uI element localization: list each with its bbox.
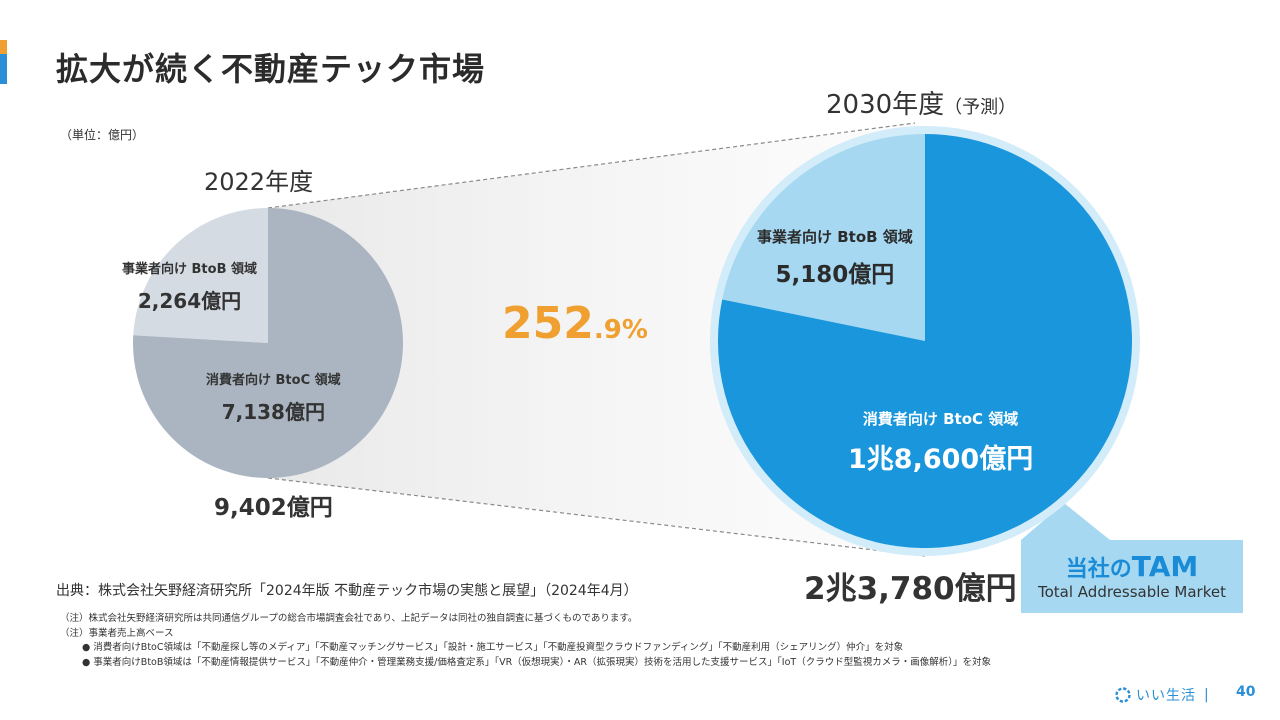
pie-2022-btob-label: 事業者向け BtoB 領域 2,264億円	[122, 258, 257, 314]
year-label-2022: 2022年度	[204, 168, 314, 196]
page-title: 拡大が続く不動産テック市場	[56, 50, 486, 88]
pie-2030-btob-label: 事業者向け BtoB 領域 5,180億円	[757, 226, 913, 289]
total-2022: 9,402億円	[214, 495, 333, 521]
pie-2030-btob-value: 5,180億円	[775, 262, 895, 288]
page-number: 40	[1236, 684, 1256, 700]
total-2030: 2兆3,780億円	[804, 571, 1017, 607]
pie-2022-slice-btob	[133, 208, 268, 343]
pie-2022-slice-btoc	[132, 208, 403, 479]
logo-ring-icon	[1115, 687, 1131, 703]
accent-bar-blue	[0, 54, 7, 84]
pie-2030-slice-btoc	[717, 134, 1132, 548]
footnote: （注）事業者売上高ベース	[60, 627, 174, 639]
company-logo: いい生活 |	[1114, 684, 1209, 706]
source-citation: 出典：株式会社矢野経済研究所「2024年版 不動産テック市場の実態と展望」（20…	[56, 583, 638, 599]
pie-2030-btob-name: 事業者向け BtoB 領域	[757, 228, 913, 246]
footer-separator: |	[1204, 687, 1209, 703]
forecast-note: （予測）	[944, 97, 1017, 118]
growth-rate: 252.9%	[502, 298, 648, 349]
pie-2030	[717, 134, 1132, 548]
accent-bar-orange	[0, 40, 7, 54]
growth-rate-decimal: .9%	[593, 315, 648, 345]
footnote: （注）株式会社矢野経済研究所は共同通信グループの総合市場調査会社であり、上記デー…	[60, 613, 638, 624]
tam-subtitle: Total Addressable Market	[1038, 583, 1226, 601]
tam-callout: 当社のTAM Total Addressable Market	[1021, 540, 1243, 613]
pie-2030-btoc-value: 1兆8,600億円	[848, 444, 1034, 475]
pie-2030-btoc-name: 消費者向け BtoC 領域	[862, 410, 1019, 428]
unit-label: （単位：億円）	[60, 128, 145, 142]
growth-rate-main: 252	[502, 298, 594, 349]
year-label-2030: 2030年度（予測）	[826, 84, 1016, 121]
guide-line-top	[267, 122, 916, 209]
year-label-2030-text: 2030年度	[826, 90, 945, 120]
footnote-bullet: ● 消費者向けBtoC領域は「不動産探し等のメディア」「不動産マッチングサービス…	[82, 642, 904, 653]
tam-prefix: 当社の	[1065, 557, 1132, 582]
pie-2022-btob-name: 事業者向け BtoB 領域	[122, 262, 258, 277]
tam-pointer	[1021, 503, 1110, 540]
pie-2022-btoc-label: 消費者向け BtoC 領域 7,138億円	[206, 369, 341, 425]
guide-line-bottom	[267, 477, 926, 557]
tam-acronym: TAM	[1131, 550, 1199, 583]
pie-2022-btoc-name: 消費者向け BtoC 領域	[206, 373, 341, 388]
pie-2022-btob-value: 2,264億円	[137, 289, 242, 313]
footnotes: （注）株式会社矢野経済研究所は共同通信グループの総合市場調査会社であり、上記デー…	[60, 612, 991, 670]
footnote-bullet: ● 事業者向けBtoB領域は「不動産情報提供サービス」「不動産仲介・管理業務支援…	[82, 656, 991, 668]
pie-2022-btoc-value: 7,138億円	[221, 400, 325, 424]
pie-2030-slice-btob	[722, 134, 925, 341]
tam-title: 当社のTAM	[1021, 550, 1243, 583]
pie-2030-btoc-label: 消費者向け BtoC 領域 1兆8,600億円	[848, 408, 1033, 476]
logo-text: いい生活	[1136, 688, 1196, 704]
pie-2022	[132, 208, 403, 479]
